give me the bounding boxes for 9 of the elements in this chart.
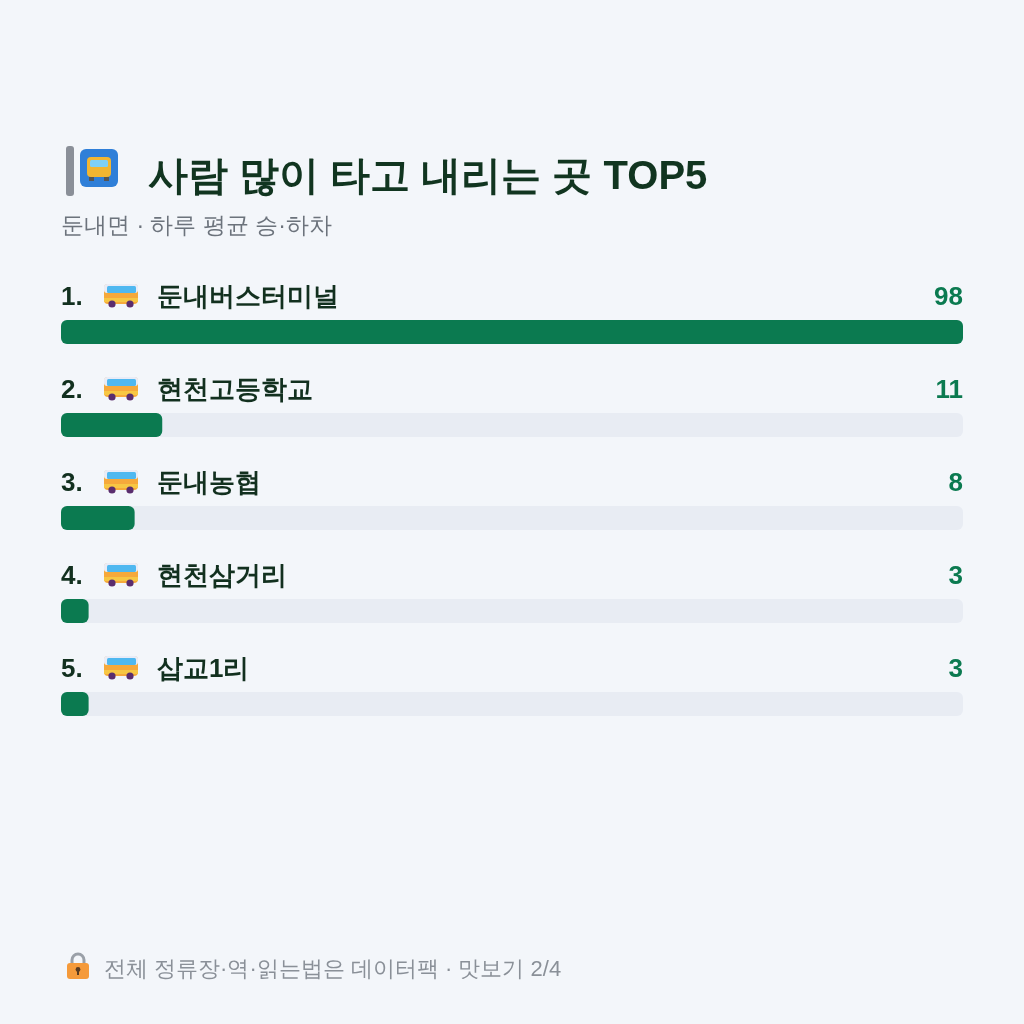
text: 전체 정류장·역·읽는법은 데이터팩 · 맛보기 2/4	[104, 956, 562, 981]
data-label: 11	[935, 374, 963, 404]
plot: 1. 둔내버스터미널 98 2. 현천고등학교 11 3. 둔내농협 8 4. 현천삼거리 3 5. 삽교1리 3	[61, 281, 963, 716]
chart-title: 사람 많이 타고 내리는 곳 TOP5	[148, 153, 708, 197]
data-label: 8	[948, 467, 963, 497]
chart-subtitle: 둔내면 · 하루 평균 승·하차	[61, 212, 332, 238]
data-label: 3	[948, 560, 963, 590]
data-label: 98	[934, 281, 963, 311]
data-label: 3	[948, 653, 963, 683]
